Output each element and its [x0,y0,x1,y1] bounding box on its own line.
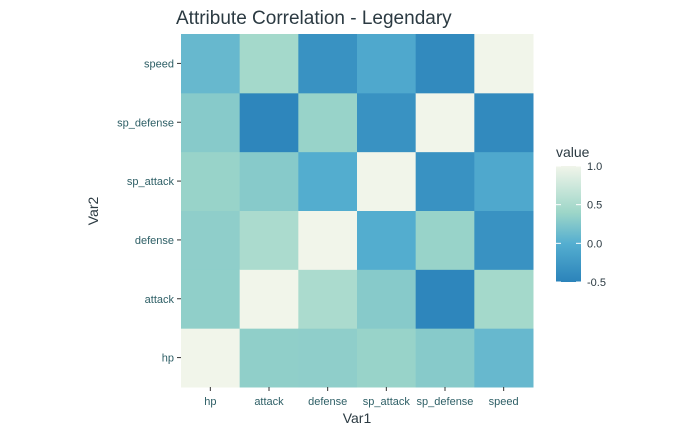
legend-tick-label: -0.5 [587,277,606,289]
heatmap-cell-speed-sp_attack [474,151,534,211]
heatmap-cell-attack-sp_defense [239,92,299,153]
y-axis-title: Var2 [85,197,101,226]
heatmap-cell-sp_defense-sp_defense [415,92,475,153]
heatmap-cell-sp_attack-sp_defense [357,92,417,153]
x-tick-label-hp: hp [204,396,216,408]
heatmap-cell-sp_defense-sp_attack [415,151,475,211]
heatmap-cell-defense-defense [298,210,358,270]
y-tick-label-sp_attack: sp_attack [127,176,175,188]
heatmap-cell-sp_defense-defense [415,210,475,270]
heatmap-cell-hp-attack [181,269,241,329]
heatmap-cell-hp-hp [181,328,241,388]
x-axis-title: Var1 [343,410,372,426]
x-tick-label-sp_attack: sp_attack [363,396,411,408]
legend-tick-label: 1.0 [587,161,602,173]
heatmap-cell-defense-sp_attack [298,151,358,211]
heatmap-cell-hp-sp_defense [181,92,241,153]
y-tick-label-defense: defense [135,235,174,247]
legend-colorbar [556,166,581,282]
x-axis: hp attack defense sp_attack sp_defense speed [204,387,519,408]
legend-title: value [556,144,590,160]
y-axis: hp attack defense sp_attack sp_defense speed [117,58,181,365]
heatmap-cell-sp_defense-speed [415,34,475,94]
x-tick-label-speed: speed [489,396,519,408]
legend-ticks: 1.0 0.5 0.0 -0.5 [556,161,606,289]
heatmap-cell-speed-hp [474,328,534,388]
heatmap-cell-attack-speed [239,34,299,94]
heatmap-cell-attack-sp_attack [239,151,299,211]
heatmap-cell-sp_attack-speed [357,34,417,94]
heatmap-cell-defense-hp [298,328,358,388]
heatmap-cell-sp_attack-attack [357,269,417,329]
heatmap-cell-speed-attack [474,269,534,329]
heatmap-cell-sp_attack-hp [357,328,417,388]
heatmap-cell-speed-speed [474,34,534,94]
y-tick-label-attack: attack [145,294,175,306]
heatmap-cells [181,34,534,388]
heatmap-cell-defense-speed [298,34,358,94]
heatmap-cell-attack-hp [239,328,299,388]
heatmap-cell-attack-defense [239,210,299,270]
legend-tick-label: 0.0 [587,238,602,250]
heatmap-cell-defense-sp_defense [298,92,358,153]
chart-title: Attribute Correlation - Legendary [176,8,452,29]
legend: value 1.0 0.5 0.0 -0.5 [556,144,606,289]
heatmap-cell-sp_attack-sp_attack [357,151,417,211]
heatmap-cell-speed-sp_defense [474,92,534,153]
heatmap-cell-attack-attack [239,269,299,329]
heatmap-cell-defense-attack [298,269,358,329]
heatmap-cell-hp-speed [181,34,241,94]
x-tick-label-attack: attack [254,396,284,408]
y-tick-label-sp_defense: sp_defense [117,117,174,129]
x-tick-label-defense: defense [308,396,347,408]
x-tick-label-sp_defense: sp_defense [417,396,474,408]
y-tick-label-hp: hp [162,353,174,365]
heatmap-cell-sp_defense-hp [415,328,475,388]
legend-tick-label: 0.5 [587,200,602,212]
heatmap-cell-hp-defense [181,210,241,270]
heatmap-cell-sp_attack-defense [357,210,417,270]
y-tick-label-speed: speed [144,58,174,70]
heatmap-cell-sp_defense-attack [415,269,475,329]
heatmap-cell-hp-sp_attack [181,151,241,211]
heatmap-cell-speed-defense [474,210,534,270]
